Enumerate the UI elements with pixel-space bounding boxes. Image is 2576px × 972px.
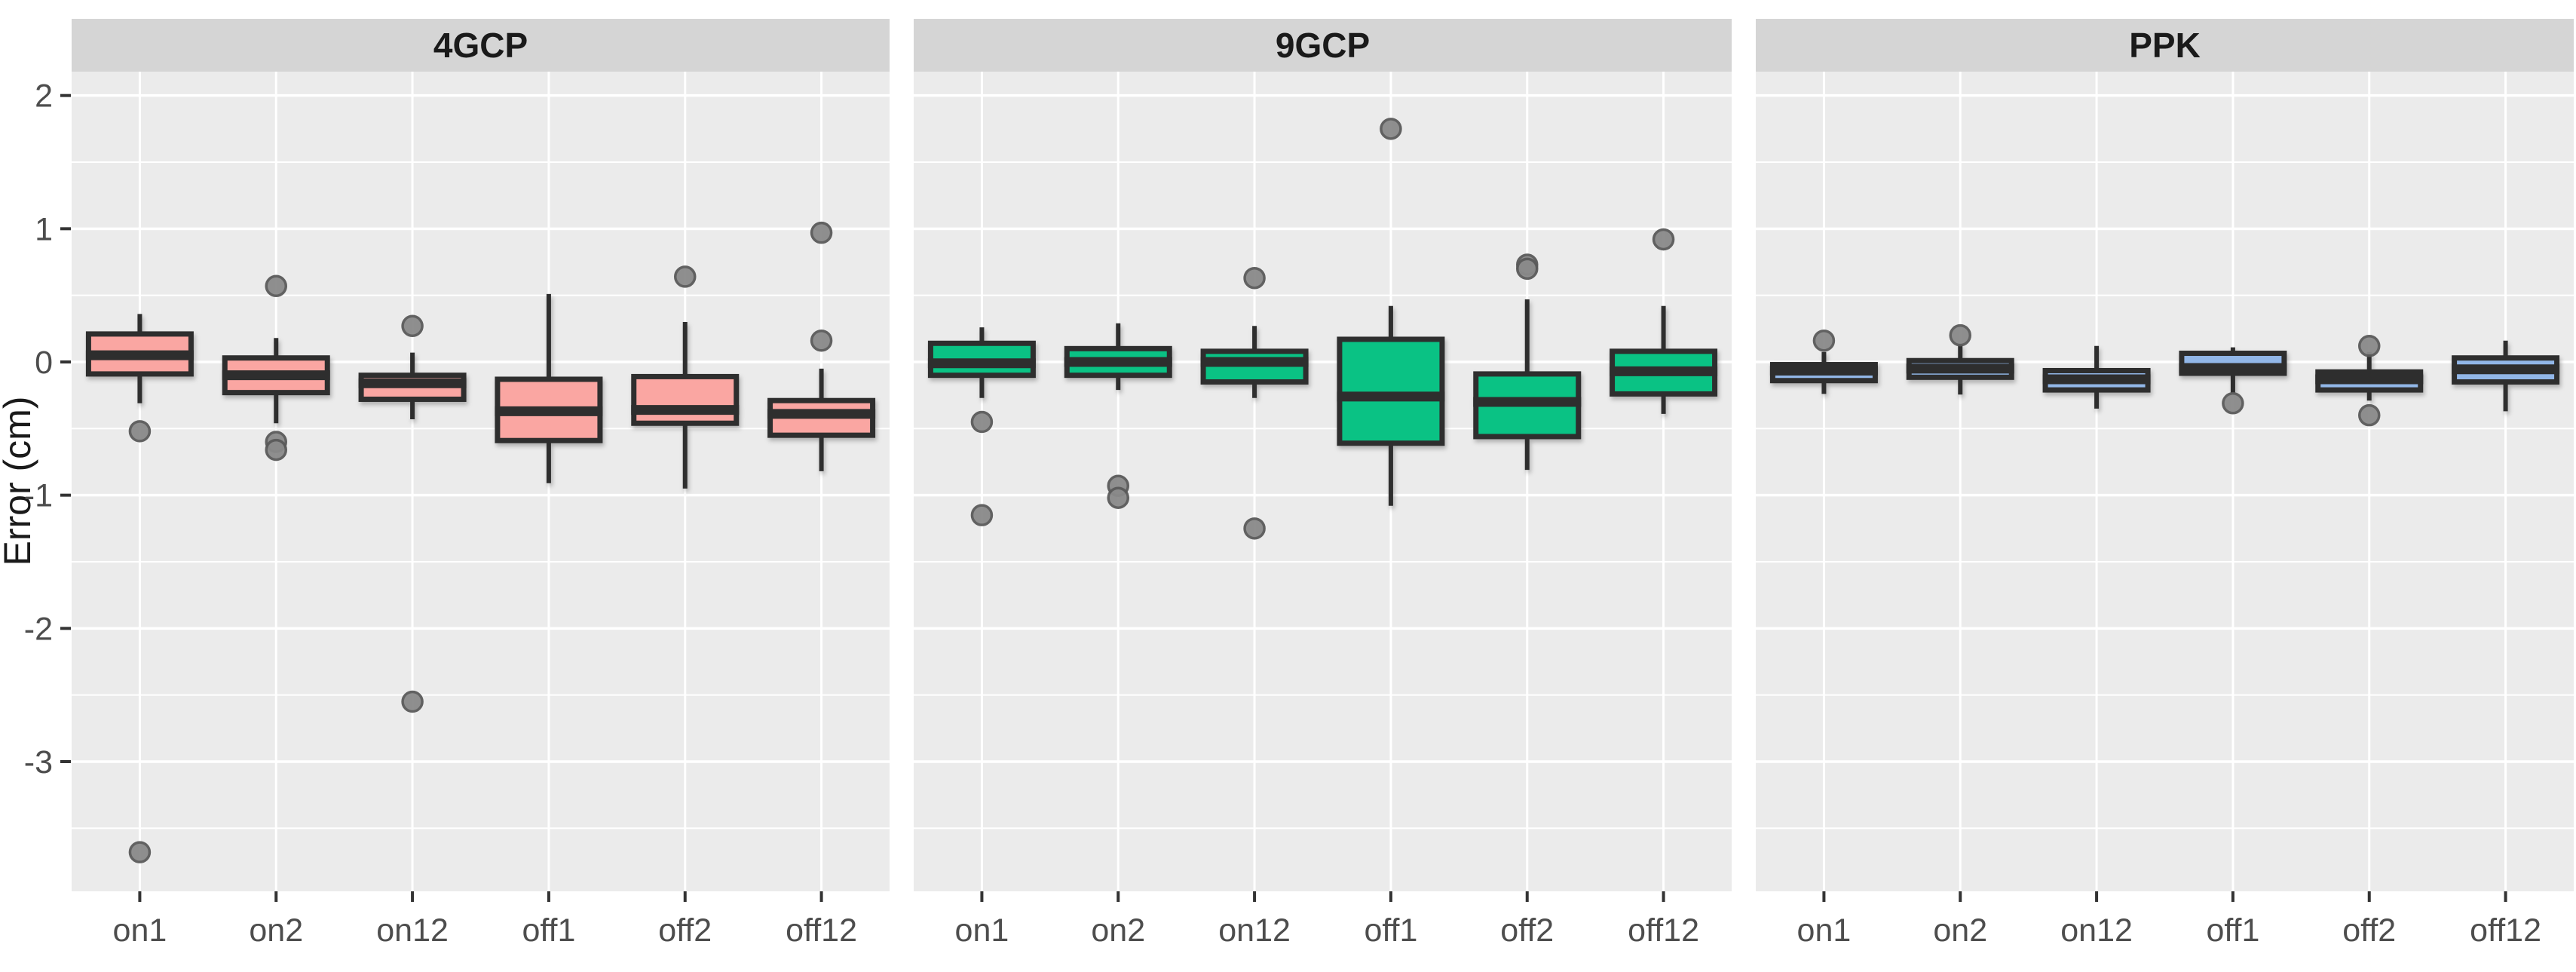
x-axis-tick-label: on12 — [376, 912, 449, 949]
outlier-point — [970, 410, 994, 434]
outlier-point — [810, 221, 833, 244]
boxplot-ppk-on2 — [1906, 345, 2014, 395]
panel-background — [1756, 72, 2574, 891]
boxplot-ppk-off12 — [2452, 340, 2560, 412]
boxplot-4gcp-off1 — [495, 293, 603, 483]
y-axis-title: Error (cm) — [0, 397, 38, 566]
x-axis-tick-label: on2 — [249, 912, 303, 949]
boxplot-9gcp-off2 — [1473, 299, 1582, 471]
x-axis-tick-label: on1 — [113, 912, 167, 949]
outlier-point — [674, 265, 697, 288]
outlier-point — [1243, 266, 1266, 290]
y-axis-tick-label: 2 — [35, 78, 53, 115]
x-axis-tick-label: off1 — [1364, 912, 1417, 949]
facet-strip — [72, 19, 890, 72]
y-axis-tick-label: 0 — [35, 345, 53, 381]
x-axis-tick-label: on12 — [2060, 912, 2133, 949]
x-axis-tick-label: on2 — [1933, 912, 1987, 949]
boxplot-ppk-on1 — [1769, 351, 1878, 394]
facet-panel-ppk: PPK on1 on2 on12 off1 off2 off12 — [1756, 19, 2574, 949]
facet-strip — [914, 19, 1732, 72]
outlier-point — [265, 274, 287, 298]
outlier-point — [401, 690, 424, 713]
outlier-point — [2358, 403, 2381, 427]
x-axis-tick-label: off2 — [658, 912, 712, 949]
facet-strip-label: 9GCP — [1276, 26, 1370, 65]
outlier-point — [1812, 329, 1836, 352]
x-axis-tick-label: on12 — [1218, 912, 1291, 949]
outlier-point — [401, 314, 424, 338]
x-axis-tick-label: on1 — [1797, 912, 1852, 949]
iqr-box — [631, 373, 740, 426]
outlier-point — [128, 841, 152, 863]
y-axis-tick-label: -2 — [24, 611, 53, 647]
panel-background — [72, 72, 890, 891]
boxplot-4gcp-on2 — [222, 338, 330, 424]
facet-strip — [1756, 19, 2574, 72]
outlier-point — [128, 420, 152, 443]
facet-strip-label: 4GCP — [433, 26, 528, 65]
boxplot-ppk-on12 — [2042, 345, 2151, 409]
facet-panel-9gcp: 9GCP on1 on2 on12 off1 off2 off12 — [914, 19, 1732, 949]
outlier-point — [810, 329, 833, 352]
x-axis-tick-label: off2 — [1500, 912, 1554, 949]
boxplot-4gcp-on12 — [358, 352, 467, 419]
outlier-point — [1107, 486, 1129, 509]
y-axis-tick-label: 1 — [35, 211, 53, 247]
x-axis-tick-label: off1 — [2206, 912, 2259, 949]
boxplot-9gcp-on12 — [1200, 326, 1309, 398]
boxplot-9gcp-on2 — [1064, 323, 1172, 391]
boxplot-4gcp-off2 — [631, 321, 740, 489]
boxplot-9gcp-off1 — [1337, 305, 1445, 506]
x-axis-tick-label: off1 — [522, 912, 575, 949]
facet-panel-4gcp: 4GCP on1 on2 on12 off1 off2 off12 — [72, 19, 890, 949]
boxplot-4gcp-on1 — [85, 314, 194, 403]
x-axis-tick-label: off12 — [1628, 912, 1699, 949]
facet-strip-label: PPK — [2129, 26, 2201, 65]
outlier-point — [1652, 228, 1675, 251]
x-axis-tick-label: on1 — [955, 912, 1009, 949]
outlier-point — [1516, 257, 1539, 281]
x-axis-tick-label: off12 — [786, 912, 857, 949]
x-axis-tick-label: on2 — [1091, 912, 1145, 949]
outlier-point — [1243, 517, 1266, 540]
outlier-point — [2222, 392, 2244, 415]
boxplot-ppk-off2 — [2315, 351, 2424, 401]
boxplot-4gcp-off12 — [767, 368, 876, 471]
y-axis-tick-label: -1 — [24, 478, 53, 514]
outlier-point — [2358, 335, 2381, 357]
boxplot-9gcp-off12 — [1610, 305, 1718, 414]
outlier-point — [1949, 323, 1971, 347]
panel-background — [914, 72, 1732, 891]
outlier-point — [970, 504, 994, 526]
outlier-point — [1380, 118, 1402, 140]
x-axis-tick-label: off12 — [2470, 912, 2541, 949]
x-axis-tick-label: off2 — [2342, 912, 2396, 949]
outlier-point — [265, 438, 287, 461]
y-axis-tick-label: -3 — [24, 744, 53, 780]
iqr-box — [1337, 336, 1445, 446]
boxplot-ppk-off1 — [2179, 347, 2287, 394]
boxplot-9gcp-on1 — [927, 327, 1036, 398]
